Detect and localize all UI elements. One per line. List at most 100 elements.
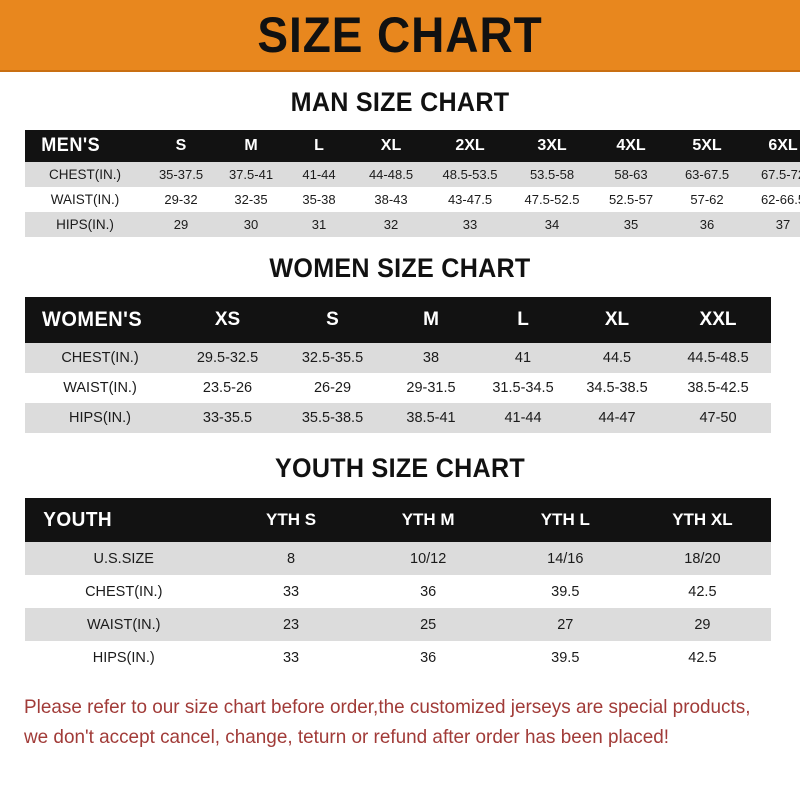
women-size-section: WOMEN SIZE CHART WOMEN'S XS S M L XL XXL… xyxy=(0,255,800,433)
women-chest-xs: 29.5-32.5 xyxy=(196,350,259,366)
women-hips-l: 41-44 xyxy=(504,410,542,426)
table-row: HIPS(IN.) 33 36 39.5 42.5 xyxy=(25,641,771,674)
women-waist-s: 26-29 xyxy=(313,380,352,396)
women-section-title: WOMEN SIZE CHART xyxy=(269,253,531,283)
men-size-section: MAN SIZE CHART MEN'S S M L XL 2XL 3XL 4X… xyxy=(0,89,800,237)
youth-ussize-xl: 18/20 xyxy=(684,550,721,567)
table-row: CHEST(IN.) 33 36 39.5 42.5 xyxy=(25,575,771,608)
youth-col-xl: YTH XL xyxy=(672,510,733,529)
youth-row-label-chest: CHEST(IN.) xyxy=(85,583,163,600)
youth-table-header-row: YOUTH YTH S YTH M YTH L YTH XL xyxy=(25,498,771,542)
men-col-4xl: 4XL xyxy=(616,137,646,154)
men-row-label-waist: WAIST(IN.) xyxy=(50,192,120,207)
men-col-s: S xyxy=(175,137,187,154)
men-waist-l: 35-38 xyxy=(302,192,336,207)
men-hips-2xl: 33 xyxy=(462,217,478,232)
women-table-header-row: WOMEN'S XS S M L XL XXL xyxy=(25,297,771,343)
table-row: WAIST(IN.) 29-32 32-35 35-38 38-43 43-47… xyxy=(25,187,800,212)
men-hips-3xl: 34 xyxy=(544,217,560,232)
women-waist-xl: 34.5-38.5 xyxy=(586,380,648,396)
women-chest-xl: 44.5 xyxy=(602,350,632,366)
men-col-xl: XL xyxy=(380,137,402,154)
women-row-label-hips: HIPS(IN.) xyxy=(68,410,132,426)
men-section-title: MAN SIZE CHART xyxy=(290,87,510,117)
table-row: U.S.SIZE 8 10/12 14/16 18/20 xyxy=(25,542,771,575)
youth-chest-xl: 42.5 xyxy=(688,583,717,600)
men-col-m: M xyxy=(244,137,258,154)
men-waist-2xl: 43-47.5 xyxy=(447,192,493,207)
youth-col-s: YTH S xyxy=(266,510,317,529)
women-hips-m: 38.5-41 xyxy=(406,410,456,426)
men-hips-6xl: 37 xyxy=(775,217,791,232)
table-row: HIPS(IN.) 29 30 31 32 33 34 35 36 37 xyxy=(25,212,800,237)
men-chest-6xl: 67.5-72 xyxy=(760,167,800,182)
youth-hips-l: 39.5 xyxy=(551,649,580,666)
men-hips-xl: 32 xyxy=(383,217,399,232)
order-policy-line-1: Please refer to our size chart before or… xyxy=(24,696,751,718)
youth-waist-xl: 29 xyxy=(694,616,711,633)
women-waist-l: 31.5-34.5 xyxy=(492,380,554,396)
youth-row-label-waist: WAIST(IN.) xyxy=(86,616,161,633)
men-chest-xl: 44-48.5 xyxy=(368,167,414,182)
women-chest-xxl: 44.5-48.5 xyxy=(687,350,749,366)
women-col-xs: XS xyxy=(214,309,241,330)
men-waist-xl: 38-43 xyxy=(374,192,408,207)
women-hips-s: 35.5-38.5 xyxy=(301,410,364,426)
men-chest-2xl: 48.5-53.5 xyxy=(442,167,498,182)
women-corner-label: WOMEN'S xyxy=(42,308,143,331)
table-row: WAIST(IN.) 23.5-26 26-29 29-31.5 31.5-34… xyxy=(25,373,771,403)
youth-waist-s: 23 xyxy=(282,616,300,633)
men-hips-4xl: 35 xyxy=(623,217,639,232)
women-hips-xxl: 47-50 xyxy=(699,410,737,426)
men-chest-5xl: 63-67.5 xyxy=(684,167,730,182)
men-hips-s: 29 xyxy=(173,217,189,232)
youth-hips-xl: 42.5 xyxy=(688,649,717,666)
women-waist-xxl: 38.5-42.5 xyxy=(687,380,749,396)
men-corner-label: MEN'S xyxy=(41,135,101,156)
women-size-table: WOMEN'S XS S M L XL XXL CHEST(IN.) 29.5-… xyxy=(25,297,771,433)
women-col-s: S xyxy=(326,309,339,330)
women-chest-l: 41 xyxy=(514,350,532,366)
order-policy-line-2: we don't accept cancel, change, teturn o… xyxy=(24,726,670,749)
men-col-3xl: 3XL xyxy=(537,137,567,154)
men-chest-m: 37.5-41 xyxy=(228,167,274,182)
youth-col-l: YTH L xyxy=(540,510,590,529)
men-chest-3xl: 53.5-58 xyxy=(529,167,575,182)
men-hips-5xl: 36 xyxy=(699,217,715,232)
youth-size-section: YOUTH SIZE CHART YOUTH YTH S YTH M YTH L… xyxy=(0,455,800,674)
men-row-label-chest: CHEST(IN.) xyxy=(49,167,121,182)
men-hips-l: 31 xyxy=(311,217,327,232)
men-chest-l: 41-44 xyxy=(302,167,336,182)
men-size-table: MEN'S S M L XL 2XL 3XL 4XL 5XL 6XL CHEST… xyxy=(25,130,800,237)
table-row: CHEST(IN.) 35-37.5 37.5-41 41-44 44-48.5… xyxy=(25,162,800,187)
women-hips-xl: 44-47 xyxy=(598,410,636,426)
youth-ussize-s: 8 xyxy=(286,550,296,567)
youth-row-label-hips: HIPS(IN.) xyxy=(92,649,155,666)
youth-chest-s: 33 xyxy=(282,583,300,600)
men-col-2xl: 2XL xyxy=(455,137,485,154)
youth-chest-l: 39.5 xyxy=(551,583,580,600)
men-hips-m: 30 xyxy=(243,217,259,232)
youth-col-m: YTH M xyxy=(401,510,455,529)
men-chest-s: 35-37.5 xyxy=(158,167,204,182)
youth-chest-m: 36 xyxy=(420,583,437,600)
page-title: SIZE CHART xyxy=(257,7,543,63)
men-waist-m: 32-35 xyxy=(234,192,268,207)
youth-hips-s: 33 xyxy=(282,649,300,666)
women-row-label-waist: WAIST(IN.) xyxy=(63,380,137,396)
women-waist-m: 29-31.5 xyxy=(406,380,456,396)
table-row: CHEST(IN.) 29.5-32.5 32.5-35.5 38 41 44.… xyxy=(25,343,771,373)
men-waist-s: 29-32 xyxy=(164,192,198,207)
women-waist-xs: 23.5-26 xyxy=(202,380,253,396)
table-row: HIPS(IN.) 33-35.5 35.5-38.5 38.5-41 41-4… xyxy=(25,403,771,433)
women-chest-s: 32.5-35.5 xyxy=(301,350,364,366)
men-col-6xl: 6XL xyxy=(768,137,798,154)
youth-waist-l: 27 xyxy=(557,616,574,633)
men-col-l: L xyxy=(314,137,324,154)
men-col-5xl: 5XL xyxy=(692,137,722,154)
women-chest-m: 38 xyxy=(422,350,440,366)
women-row-label-chest: CHEST(IN.) xyxy=(61,350,139,366)
men-waist-6xl: 62-66.5 xyxy=(760,192,800,207)
youth-row-label-ussize: U.S.SIZE xyxy=(93,550,154,567)
men-table-header-row: MEN'S S M L XL 2XL 3XL 4XL 5XL 6XL xyxy=(25,130,800,162)
